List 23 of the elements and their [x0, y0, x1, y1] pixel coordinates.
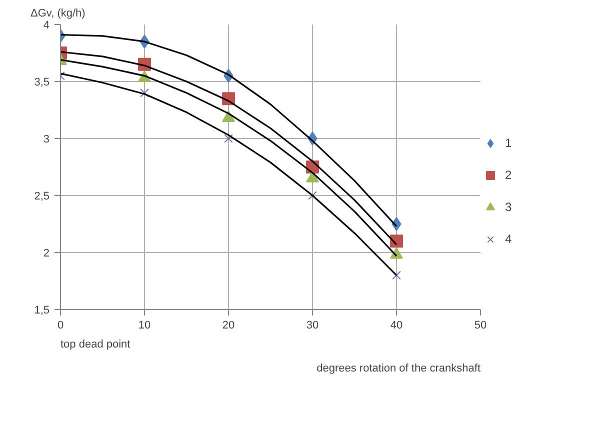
y-tick-label: 3,5	[34, 76, 50, 88]
y-tick-label: 4	[43, 20, 50, 32]
x-tick-label: 10	[138, 320, 151, 332]
x-tick-label: 0	[57, 320, 64, 332]
point	[140, 88, 149, 98]
line-series	[60, 72, 398, 276]
x-tick-label: 50	[474, 320, 487, 332]
y-tick-label: 1,5	[34, 304, 50, 316]
text: top dead point	[60, 338, 130, 350]
y-tick-label: 2	[43, 248, 50, 260]
x-axis-title: degrees rotation of the crankshaft	[316, 362, 481, 374]
x-tick-label: 40	[390, 320, 403, 332]
legend-label: 2	[505, 168, 513, 182]
legend-label: 4	[505, 232, 513, 246]
legend-label: 1	[505, 136, 513, 150]
y-tick-label: 3	[43, 134, 50, 146]
point	[224, 134, 233, 143]
y-tick-label: 2,5	[34, 190, 50, 202]
y-axis-title: ΔGv, (kg/h)	[30, 8, 86, 20]
point	[390, 234, 403, 248]
x-tick-label: 30	[306, 320, 319, 332]
x-tick-label: 20	[222, 320, 235, 332]
legend-label: 3	[505, 200, 513, 214]
